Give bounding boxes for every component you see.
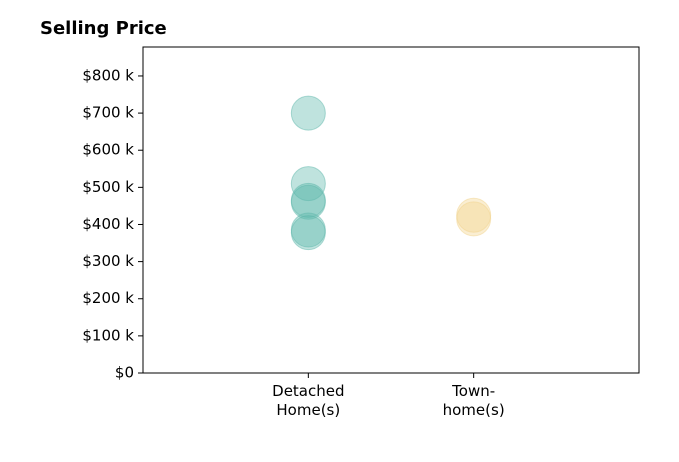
y-tick-label: $300 k	[82, 252, 134, 270]
point	[456, 201, 492, 237]
point	[290, 184, 326, 220]
y-tick-label: $800 k	[82, 66, 134, 84]
y-tick-label: $700 k	[82, 104, 134, 122]
x-tick-label: Detached Home(s)	[272, 382, 345, 419]
y-tick-label: $600 k	[82, 141, 134, 159]
y-tick-label: $400 k	[82, 215, 134, 233]
y-tick-label: $0	[115, 364, 134, 382]
y-tick-label: $200 k	[82, 289, 134, 307]
plot-frame	[142, 46, 640, 374]
y-tick-label: $500 k	[82, 178, 134, 196]
point	[290, 215, 326, 251]
x-tick-label: Town- home(s)	[442, 382, 505, 419]
y-tick-label: $100 k	[82, 326, 134, 344]
chart-title: Selling Price	[40, 18, 167, 39]
point	[290, 95, 326, 131]
